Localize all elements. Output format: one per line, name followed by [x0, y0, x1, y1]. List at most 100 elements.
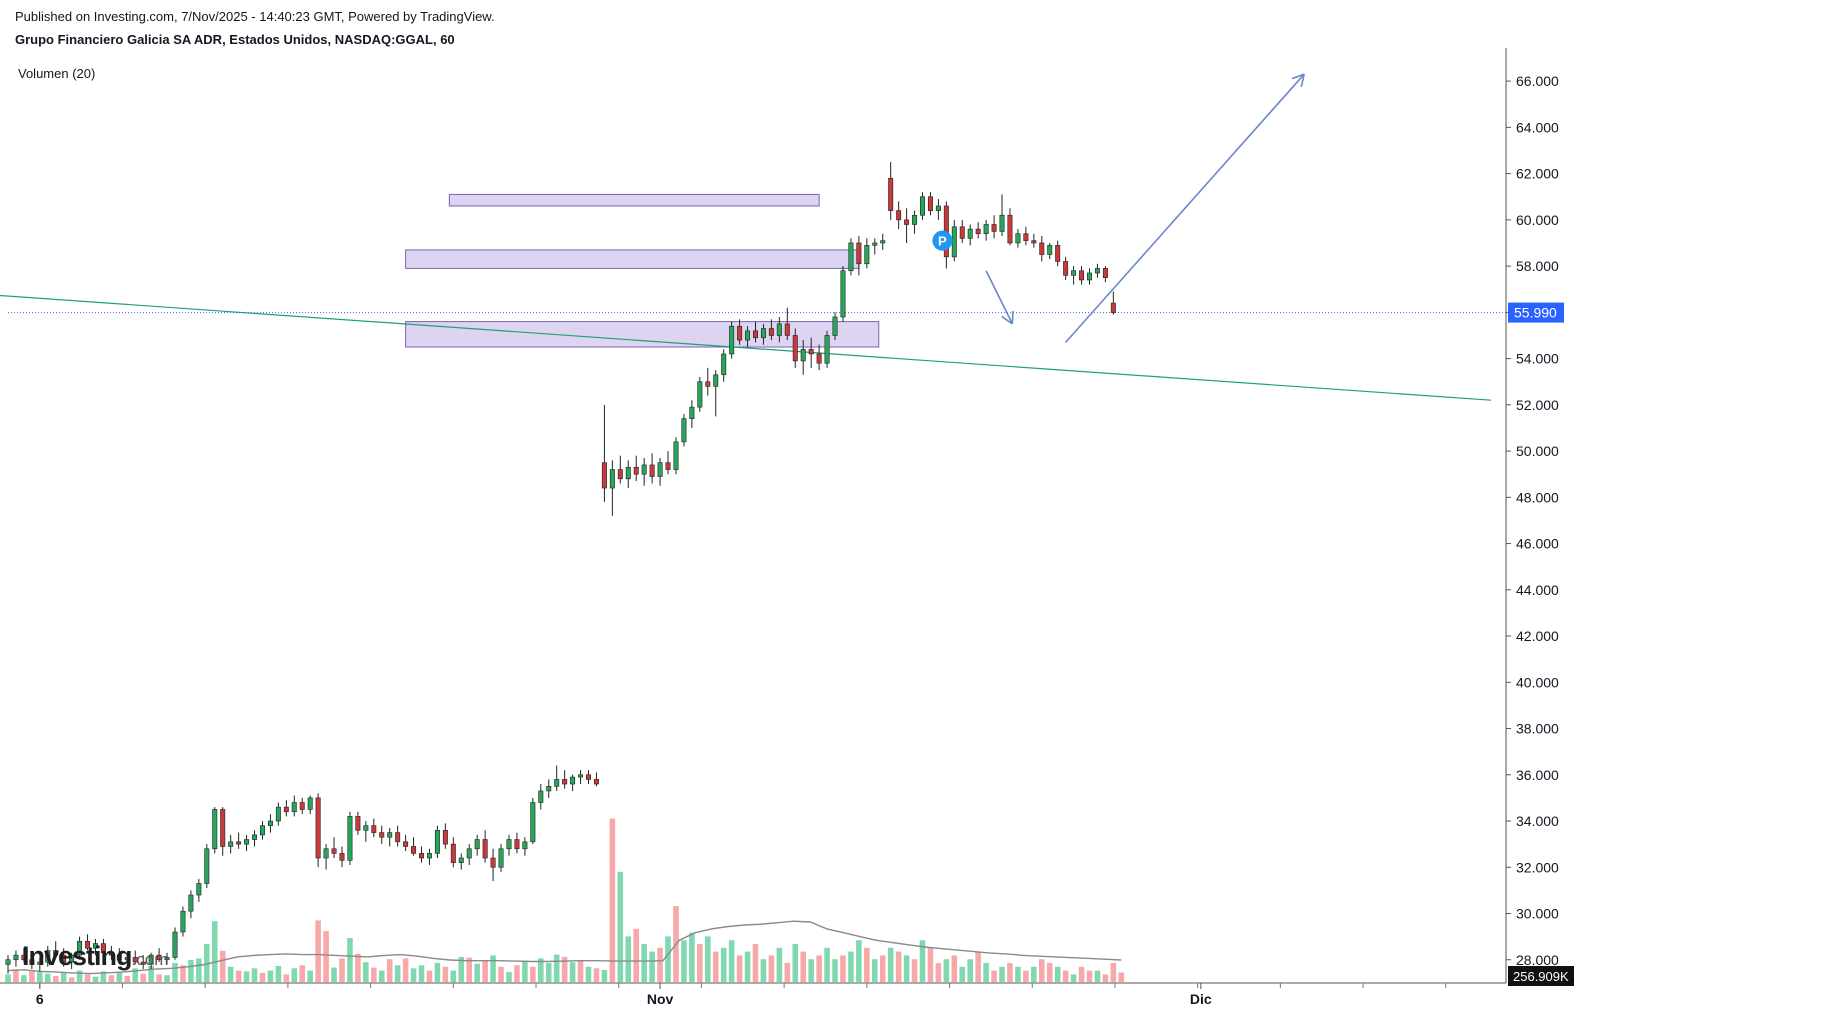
candle-body [800, 349, 806, 362]
candle-body [927, 196, 933, 211]
candle-body [1094, 268, 1100, 274]
volume-bar [999, 966, 1005, 982]
published-line: Published on Investing.com, 7/Nov/2025 -… [15, 9, 495, 24]
volume-bar [21, 975, 27, 982]
candle-body [665, 462, 671, 470]
volume-bar [959, 966, 966, 982]
price-tick-label: 40.000 [1516, 674, 1559, 690]
candle-body [403, 841, 409, 847]
candle-body [713, 374, 719, 387]
volume-bar [124, 975, 131, 982]
candle-body [387, 832, 393, 838]
projection-arrow [985, 270, 1014, 325]
volume-bar [744, 951, 751, 982]
volume-bar [235, 970, 242, 982]
volume-bar [697, 944, 703, 982]
volume-bar [911, 959, 918, 982]
volume-bar [172, 963, 178, 982]
candle-body [482, 839, 488, 859]
candle-body [959, 226, 965, 239]
candle-body [641, 464, 647, 475]
volume-bar [116, 972, 123, 982]
volume-bar [37, 972, 43, 982]
volume-bar [378, 970, 385, 982]
candle-body [299, 802, 305, 810]
candle-body [601, 462, 607, 489]
price-tick-label: 52.000 [1516, 397, 1559, 413]
volume-bar [927, 947, 934, 982]
volume-bar [275, 966, 282, 982]
price-tick-label: 38.000 [1516, 721, 1559, 737]
price-tick-label: 34.000 [1516, 813, 1559, 829]
volume-bar [538, 958, 544, 982]
candle-body [562, 779, 568, 785]
candle-body [267, 820, 273, 826]
volume-bar [784, 963, 791, 982]
volume-bar [1046, 963, 1053, 982]
volume-bar [649, 951, 655, 982]
p-marker-icon [932, 230, 953, 251]
volume-bar [752, 944, 759, 982]
time-tick-label: 6 [36, 991, 44, 1007]
volume-bar [132, 968, 139, 982]
candle-body [339, 853, 345, 861]
volume-bar [887, 947, 894, 982]
volume-bar [1078, 966, 1085, 982]
volume-bar [712, 951, 719, 982]
price-tick-label: 42.000 [1516, 628, 1559, 644]
volume-bar [665, 936, 671, 982]
candle-body [760, 328, 766, 339]
last-price-badge-text: 55.990 [1514, 305, 1557, 321]
volume-bar [840, 955, 846, 982]
price-tick-label: 46.000 [1516, 536, 1559, 552]
last-price-badge [1508, 302, 1564, 323]
volume-bar [188, 959, 194, 982]
candle-body [236, 841, 242, 845]
volume-bar [705, 936, 711, 982]
price-zone [405, 321, 880, 348]
candle-body [975, 228, 981, 235]
volume-bar [315, 920, 321, 982]
volume-bar [148, 966, 154, 982]
price-tick-label: 48.000 [1516, 489, 1559, 505]
candle-body [13, 954, 19, 961]
volume-bar [848, 951, 854, 982]
volume-bar [919, 940, 926, 982]
price-tick-label: 54.000 [1516, 351, 1559, 367]
volume-bar [593, 968, 600, 982]
candle-body [1079, 270, 1085, 281]
candle-body [792, 335, 798, 362]
candle-body [816, 353, 822, 364]
candle-body [768, 328, 774, 336]
volume-bar [347, 937, 353, 982]
volume-bar [1007, 963, 1013, 982]
candle-body [108, 952, 114, 956]
price-badges: 55.990 256.909K [1508, 302, 1574, 986]
candle-body [546, 786, 552, 792]
candle-body [1071, 270, 1077, 276]
candlestick-series [5, 162, 1116, 974]
volume-bar [1031, 966, 1037, 982]
candle-body [180, 910, 186, 933]
price-tick-label: 58.000 [1516, 258, 1559, 274]
instrument-title: Grupo Financiero Galicia SA ADR, Estados… [15, 32, 455, 47]
volume-bar [514, 965, 520, 982]
volume-bar [983, 963, 989, 982]
price-tick-label: 62.000 [1516, 166, 1559, 182]
volume-bar [108, 975, 115, 982]
candle-body [1110, 302, 1116, 313]
candle-body [45, 950, 51, 963]
volume-bar [498, 966, 504, 982]
arrow-head [1001, 315, 1013, 325]
volume-bar [44, 973, 51, 982]
volume-bar [935, 963, 942, 982]
volume-bar [164, 975, 170, 982]
candle-body [657, 462, 663, 477]
volume-bar [808, 959, 814, 982]
volume-bar [967, 959, 973, 982]
candle-body [1055, 244, 1061, 262]
volume-bar [339, 958, 345, 982]
candle-body [124, 957, 130, 961]
price-zone [405, 249, 860, 269]
